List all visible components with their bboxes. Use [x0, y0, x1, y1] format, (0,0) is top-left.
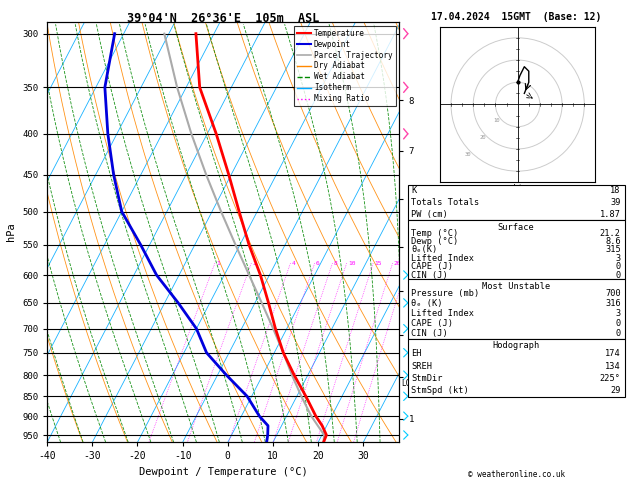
Text: 21.2: 21.2	[600, 228, 621, 238]
Text: K: K	[411, 186, 416, 195]
Legend: Temperature, Dewpoint, Parcel Trajectory, Dry Adiabat, Wet Adiabat, Isotherm, Mi: Temperature, Dewpoint, Parcel Trajectory…	[294, 26, 396, 106]
Text: LCL: LCL	[401, 379, 415, 388]
Text: 18: 18	[610, 186, 621, 195]
Text: 316: 316	[605, 299, 621, 308]
Text: 30: 30	[465, 152, 472, 156]
Text: 39°04'N  26°36'E  105m  ASL: 39°04'N 26°36'E 105m ASL	[127, 12, 320, 25]
Text: Totals Totals: Totals Totals	[411, 198, 480, 207]
Text: 174: 174	[605, 349, 621, 358]
Text: 29: 29	[610, 386, 621, 396]
Text: Temp (°C): Temp (°C)	[411, 228, 459, 238]
Text: PW (cm): PW (cm)	[411, 210, 448, 219]
Text: StmSpd (kt): StmSpd (kt)	[411, 386, 469, 396]
Text: 20: 20	[479, 135, 486, 139]
Text: Most Unstable: Most Unstable	[482, 282, 550, 291]
Text: 3: 3	[616, 254, 621, 263]
Text: 700: 700	[605, 289, 621, 298]
Y-axis label: km
ASL: km ASL	[416, 224, 436, 240]
Y-axis label: hPa: hPa	[6, 223, 16, 242]
Text: StmDir: StmDir	[411, 374, 443, 383]
Text: 1: 1	[216, 260, 220, 266]
Text: CAPE (J): CAPE (J)	[411, 319, 454, 328]
Text: 225°: 225°	[600, 374, 621, 383]
Text: Lifted Index: Lifted Index	[411, 254, 474, 263]
Text: 10: 10	[348, 260, 355, 266]
Text: EH: EH	[411, 349, 422, 358]
Text: 17.04.2024  15GMT  (Base: 12): 17.04.2024 15GMT (Base: 12)	[431, 12, 601, 22]
Text: © weatheronline.co.uk: © weatheronline.co.uk	[467, 469, 565, 479]
Text: Pressure (mb): Pressure (mb)	[411, 289, 480, 298]
Text: 0: 0	[616, 329, 621, 338]
X-axis label: Dewpoint / Temperature (°C): Dewpoint / Temperature (°C)	[139, 467, 308, 477]
Text: 8.6: 8.6	[605, 237, 621, 246]
Text: 15: 15	[374, 260, 382, 266]
Text: 25: 25	[409, 260, 417, 266]
Text: Dewp (°C): Dewp (°C)	[411, 237, 459, 246]
Text: 2: 2	[253, 260, 257, 266]
Text: 3: 3	[616, 309, 621, 318]
Text: 4: 4	[292, 260, 296, 266]
Text: 315: 315	[605, 245, 621, 255]
Text: 39: 39	[610, 198, 621, 207]
Text: Surface: Surface	[498, 223, 535, 232]
Text: 0: 0	[616, 319, 621, 328]
Text: SREH: SREH	[411, 362, 432, 371]
Text: Lifted Index: Lifted Index	[411, 309, 474, 318]
X-axis label: kt: kt	[513, 184, 523, 192]
Text: 0: 0	[616, 262, 621, 271]
Text: Hodograph: Hodograph	[493, 341, 540, 350]
Text: 20: 20	[394, 260, 401, 266]
Text: 0: 0	[616, 271, 621, 280]
Text: θₑ(K): θₑ(K)	[411, 245, 438, 255]
Text: 10: 10	[494, 118, 500, 122]
Text: 6: 6	[316, 260, 320, 266]
Text: Mixing Ratio (g/kg): Mixing Ratio (g/kg)	[430, 185, 439, 279]
Text: CIN (J): CIN (J)	[411, 329, 448, 338]
Text: 1.87: 1.87	[600, 210, 621, 219]
Text: θₑ (K): θₑ (K)	[411, 299, 443, 308]
Text: CAPE (J): CAPE (J)	[411, 262, 454, 271]
Text: 134: 134	[605, 362, 621, 371]
Text: 8: 8	[334, 260, 338, 266]
Text: CIN (J): CIN (J)	[411, 271, 448, 280]
